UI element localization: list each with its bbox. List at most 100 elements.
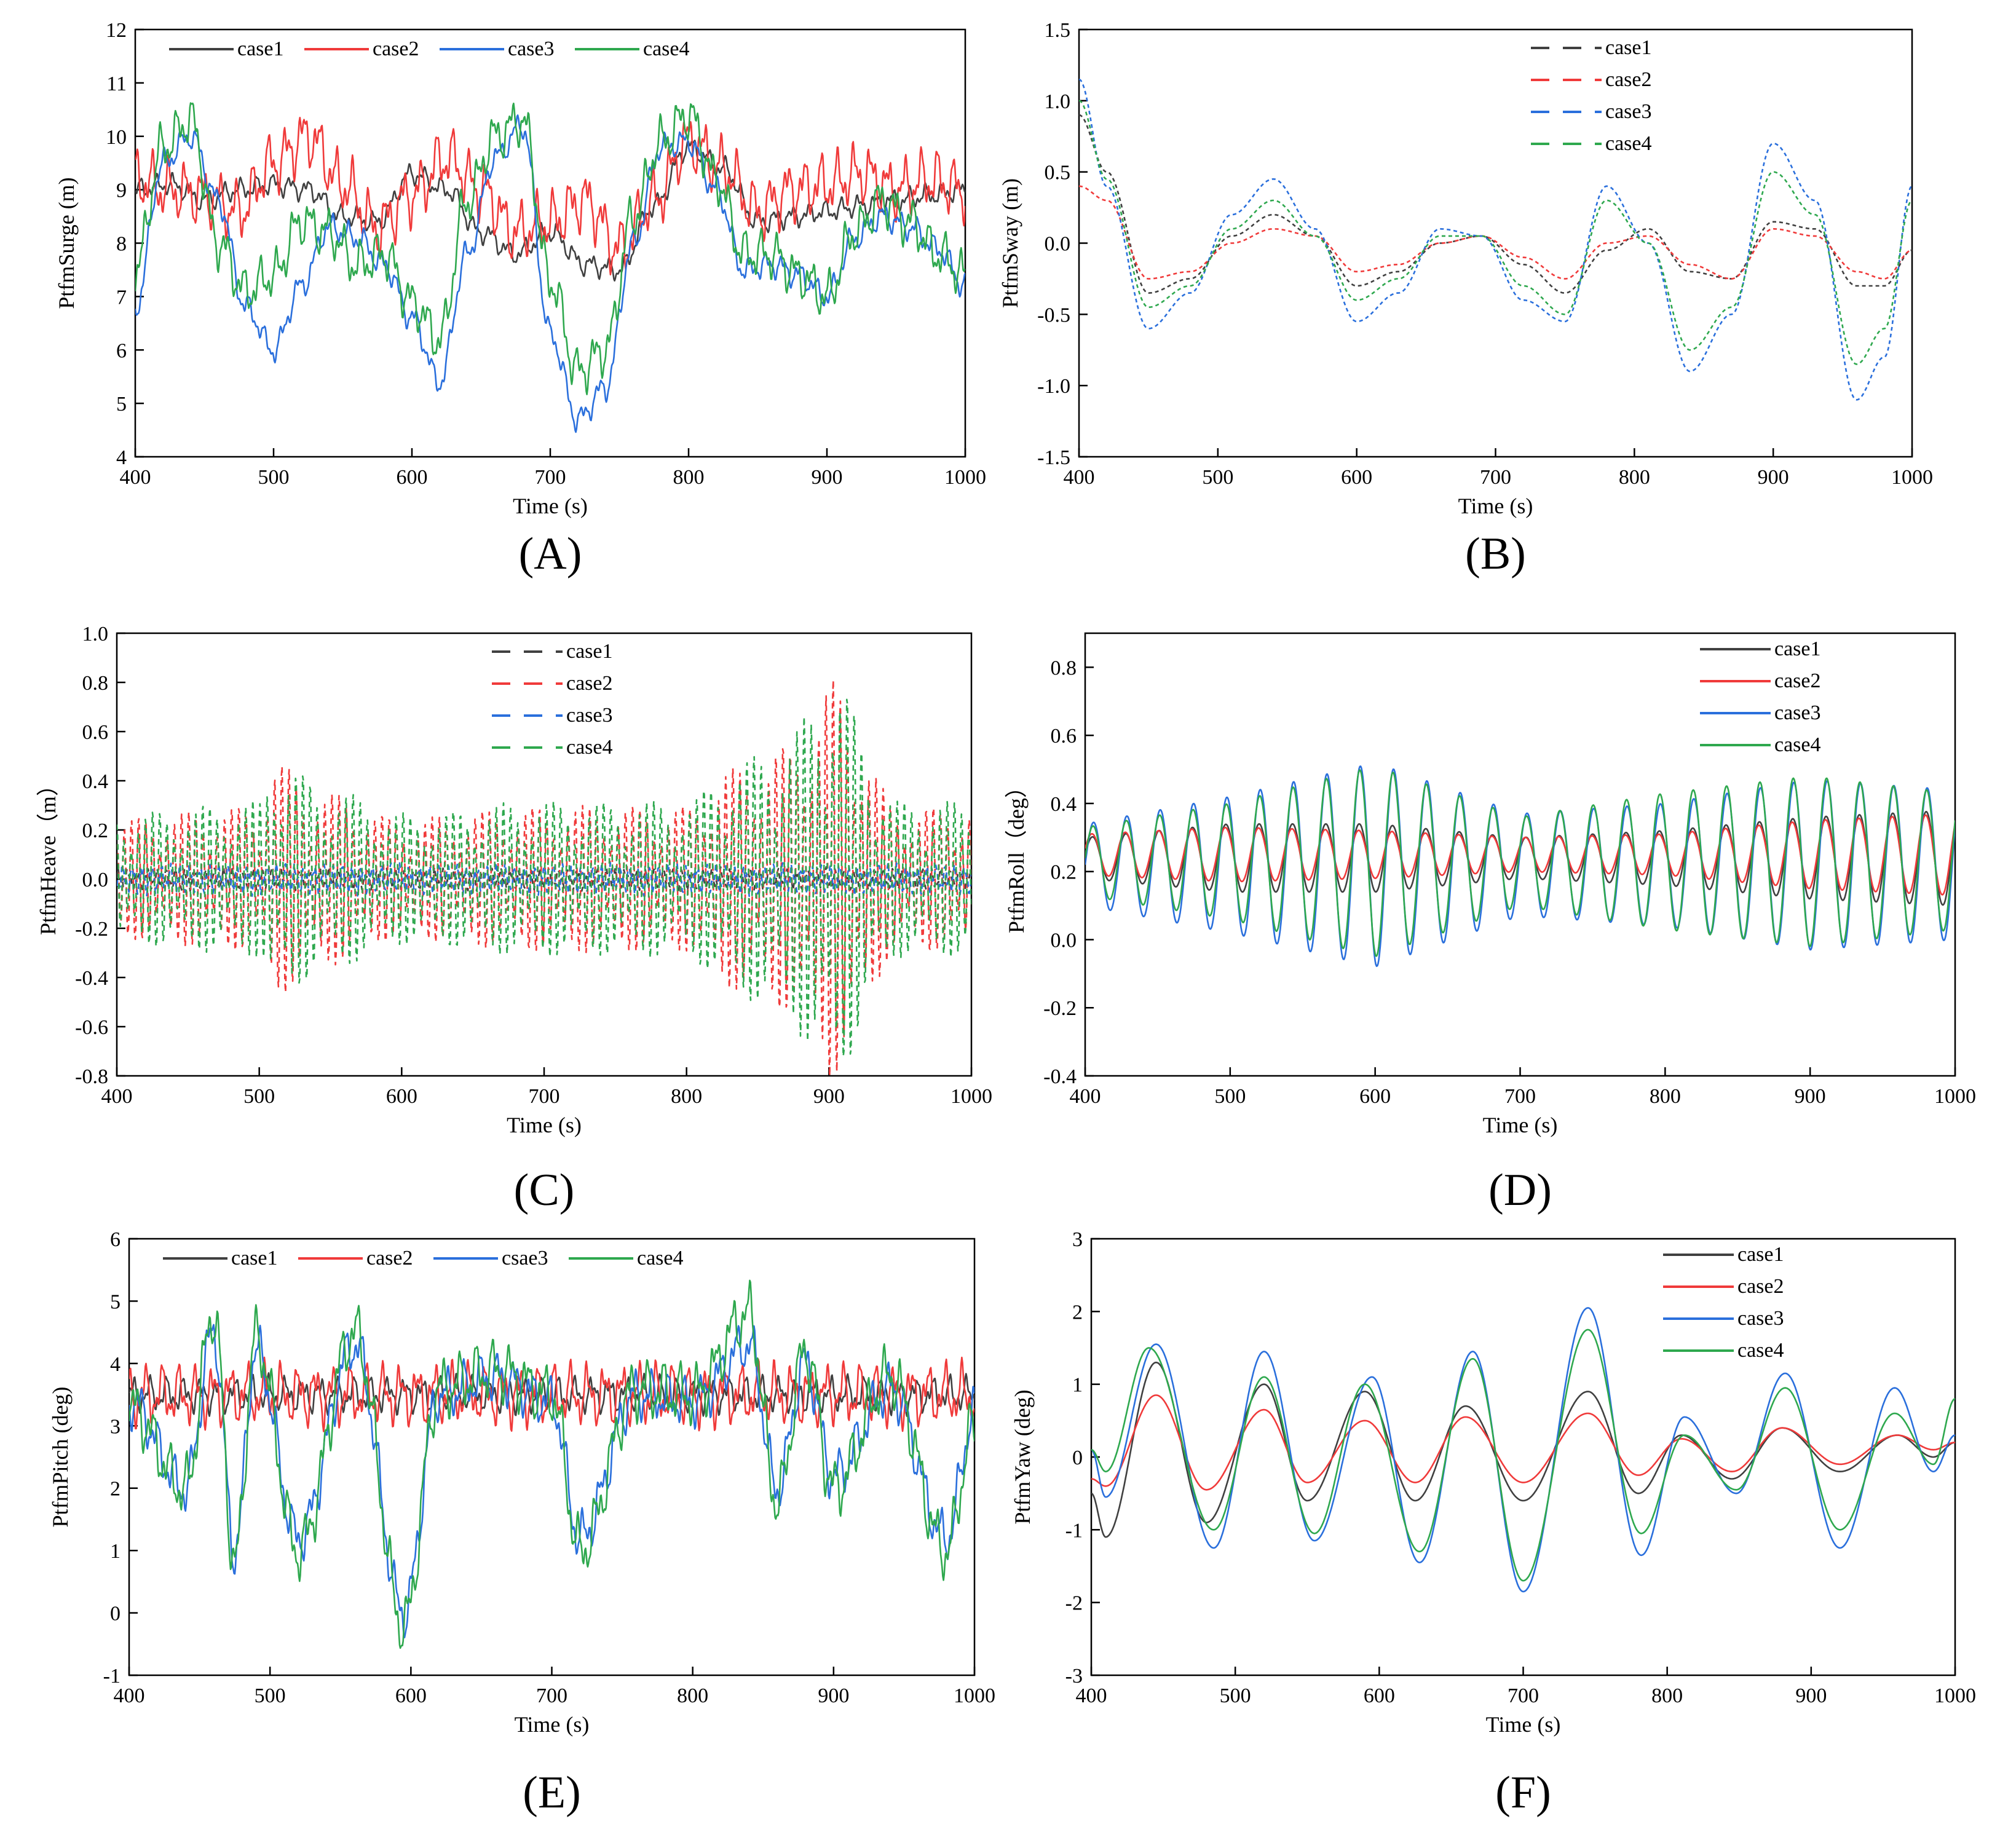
series-line-case4 (1091, 1329, 1955, 1582)
y-tick-label: -0.2 (75, 918, 108, 941)
x-tick-label: 700 (1508, 1684, 1539, 1707)
series-line-case1 (1091, 1361, 1955, 1538)
x-tick-label: 600 (1341, 466, 1372, 489)
y-tick-label: -0.4 (75, 967, 108, 990)
x-tick-label: 900 (1795, 1085, 1826, 1108)
y-tick-label: -0.2 (1043, 997, 1077, 1020)
x-tick-label: 1000 (951, 1085, 992, 1108)
series-line-case1 (117, 866, 971, 892)
legend-label-case1: case1 (1774, 638, 1821, 660)
chart-panel-D: 400 500 600 700 800 900 1000 -0.4 -0.2 0.0 0.2 0.4 0… (1004, 632, 1976, 1215)
y-tick-label: 0.0 (1045, 233, 1071, 256)
series-group (135, 102, 965, 433)
series-line-case4 (1079, 100, 1912, 365)
legend-label-case1: case1 (566, 640, 613, 663)
chart-panel-E: 400 500 600 700 800 900 1000 -1 0 1 2 3 4 5 6 Time (s) P… (48, 1228, 995, 1818)
x-tick-label: 1000 (1891, 466, 1933, 489)
x-tick-label: 700 (535, 466, 566, 489)
x-axis-label: Time (s) (1486, 1712, 1561, 1737)
x-tick-label: 400 (1070, 1085, 1101, 1108)
y-tick-label: 0.8 (1051, 657, 1077, 679)
y-axis-label: PtfmPitch (deg) (48, 1387, 73, 1528)
panel-label-E: (E) (523, 1767, 581, 1818)
y-tick-label: 1.5 (1045, 19, 1071, 42)
series-group (117, 679, 971, 1076)
y-tick-label: 0.6 (82, 721, 109, 744)
legend-label-case4: case4 (643, 38, 690, 60)
panel-label-F: (F) (1495, 1767, 1551, 1818)
y-tick-label: 2 (1072, 1301, 1083, 1324)
y-tick-label: -0.5 (1037, 304, 1070, 326)
y-tick-label: 0.6 (1051, 725, 1077, 748)
x-tick-label: 800 (1651, 1684, 1683, 1707)
panel-label-C: (C) (514, 1165, 575, 1215)
x-tick-label: 500 (1220, 1684, 1251, 1707)
y-tick-label: 0.2 (82, 819, 109, 842)
legend-label-csae3: csae3 (502, 1247, 548, 1270)
legend-label-case1: case1 (1737, 1243, 1784, 1266)
legend-label-case1: case1 (237, 38, 284, 60)
panel-label-D: (D) (1488, 1165, 1552, 1215)
series-line-case3 (1079, 78, 1912, 401)
x-tick-label: 900 (1758, 466, 1789, 489)
x-tick-label: 600 (386, 1085, 417, 1108)
panel-label-B: (B) (1465, 529, 1526, 579)
y-tick-label: 6 (116, 339, 127, 362)
legend-label-case4: case4 (566, 736, 613, 759)
legend-label-case2: case2 (1774, 669, 1821, 692)
y-tick-label: 0.4 (1051, 793, 1077, 816)
plot-frame (134, 28, 966, 458)
x-tick-label: 700 (536, 1684, 567, 1707)
series-group (1079, 78, 1912, 401)
legend: case1 case2 case3 case4 (492, 640, 613, 759)
series-line-case4 (135, 102, 965, 395)
y-tick-label: -2 (1065, 1592, 1083, 1615)
series-group (129, 1279, 974, 1649)
y-tick-label: 0 (110, 1603, 121, 1625)
legend: case1 case2 case3 case4 (1531, 36, 1652, 155)
x-tick-label: 400 (1064, 466, 1095, 489)
x-tick-label: 500 (1202, 466, 1233, 489)
legend-label-case3: case3 (566, 704, 613, 727)
y-tick-label: 0 (1072, 1447, 1083, 1469)
y-tick-label: -0.4 (1043, 1065, 1077, 1088)
y-axis-label: PtfmYaw (deg) (1010, 1389, 1035, 1524)
legend-label-case1: case1 (231, 1247, 278, 1270)
x-tick-label: 500 (255, 1684, 286, 1707)
x-tick-label: 400 (101, 1085, 133, 1108)
x-tick-label: 800 (671, 1085, 702, 1108)
y-tick-label: 0.5 (1045, 162, 1071, 184)
x-tick-label: 600 (395, 1684, 427, 1707)
legend-label-case3: case3 (508, 38, 555, 60)
chart-panel-C: 400 500 600 700 800 900 1000 -0.8 -0.6 -0.4 -0.2 0.… (36, 623, 992, 1215)
x-tick-label: 900 (813, 1085, 845, 1108)
x-tick-label: 400 (1076, 1684, 1107, 1707)
x-tick-label: 1000 (1934, 1684, 1976, 1707)
series-line-case2 (1079, 185, 1912, 280)
y-tick-label: 0.4 (82, 770, 109, 793)
y-tick-label: 3 (1072, 1228, 1083, 1251)
x-tick-label: 1000 (954, 1684, 995, 1707)
y-tick-label: -1.5 (1037, 446, 1070, 469)
legend-label-case2: case2 (566, 672, 613, 695)
x-tick-label: 800 (673, 466, 705, 489)
x-axis-label: Time (s) (1483, 1113, 1558, 1137)
series-line-case2 (135, 117, 965, 275)
legend-label-case2: case2 (1605, 68, 1652, 91)
y-tick-label: -0.6 (75, 1016, 108, 1039)
y-tick-label: 7 (116, 286, 127, 309)
x-tick-label: 900 (1795, 1684, 1827, 1707)
series-group (1085, 765, 1955, 967)
x-tick-label: 900 (812, 466, 843, 489)
y-tick-label: 5 (116, 393, 127, 416)
legend-label-case3: case3 (1605, 100, 1652, 123)
y-tick-label: 0.0 (82, 869, 109, 891)
y-tick-label: 0.8 (82, 672, 109, 695)
x-tick-label: 400 (114, 1684, 145, 1707)
x-tick-label: 600 (1359, 1085, 1391, 1108)
legend-label-case3: case3 (1774, 701, 1821, 724)
legend-label-case3: case3 (1737, 1307, 1784, 1330)
y-tick-label: 2 (110, 1478, 121, 1501)
y-tick-label: 1 (1072, 1374, 1083, 1397)
